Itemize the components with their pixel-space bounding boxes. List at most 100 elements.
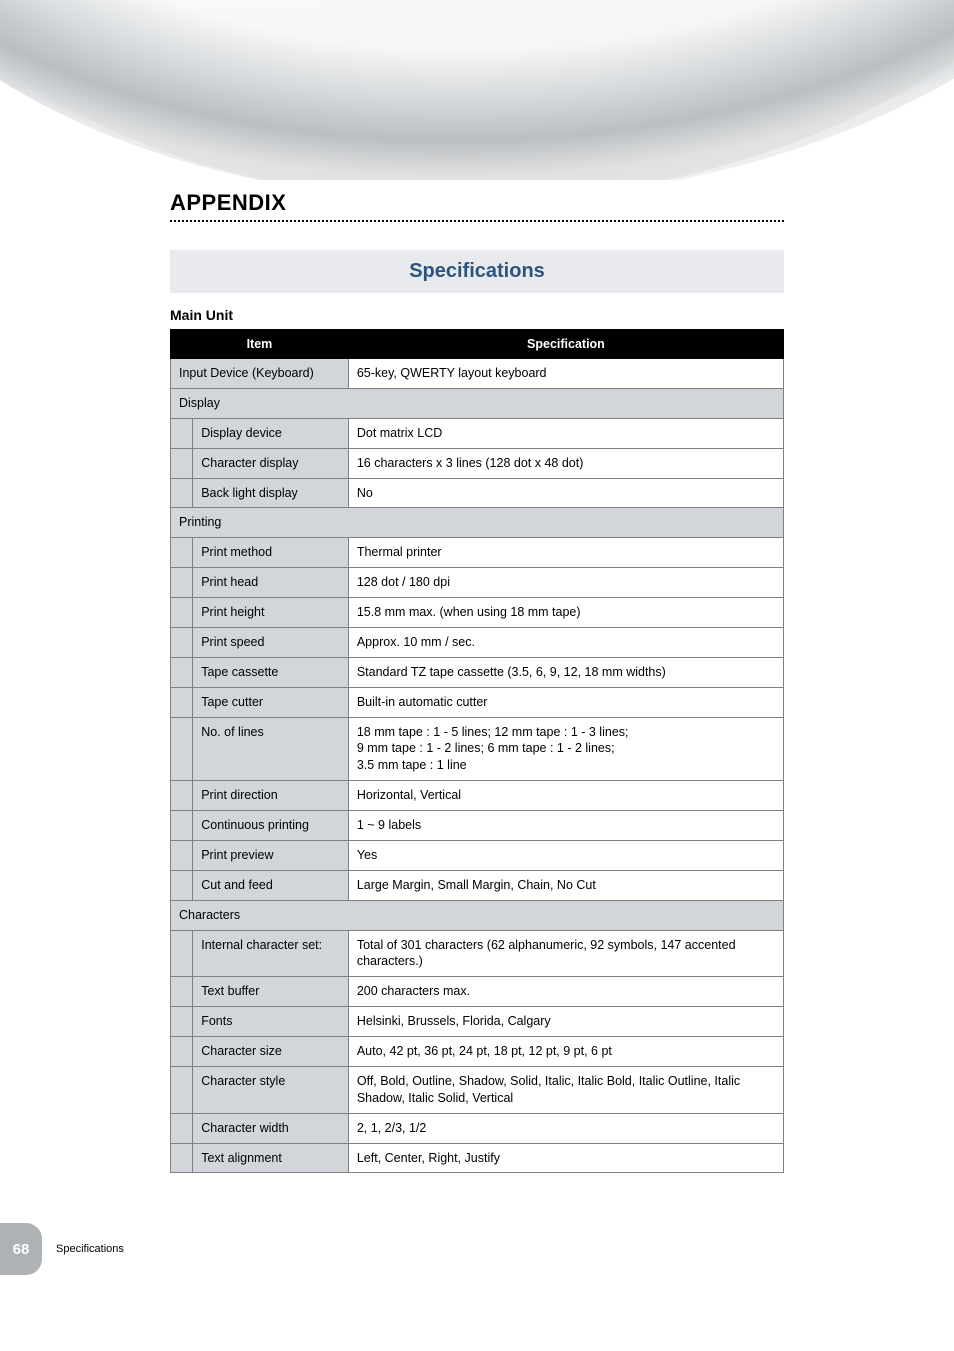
- header-item: Item: [171, 330, 349, 359]
- item-cell: Print preview: [193, 840, 349, 870]
- indent-cell: [171, 1007, 193, 1037]
- table-header-row: Item Specification: [171, 330, 784, 359]
- item-cell: Display device: [193, 418, 349, 448]
- indent-cell: [171, 627, 193, 657]
- indent-cell: [171, 930, 193, 977]
- indent-cell: [171, 811, 193, 841]
- table-row: Continuous printing1 ~ 9 labels: [171, 811, 784, 841]
- page-number-tab: 68: [0, 1223, 42, 1275]
- indent-cell: [171, 598, 193, 628]
- table-row: No. of lines18 mm tape : 1 - 5 lines; 12…: [171, 717, 784, 781]
- table-row: Print directionHorizontal, Vertical: [171, 781, 784, 811]
- item-cell: Print speed: [193, 627, 349, 657]
- table-row: FontsHelsinki, Brussels, Florida, Calgar…: [171, 1007, 784, 1037]
- indent-cell: [171, 870, 193, 900]
- spec-cell: Dot matrix LCD: [348, 418, 783, 448]
- table-row: Display deviceDot matrix LCD: [171, 418, 784, 448]
- spec-cell: 65-key, QWERTY layout keyboard: [348, 359, 783, 389]
- spec-cell: 1 ~ 9 labels: [348, 811, 783, 841]
- table-row: Tape cutterBuilt-in automatic cutter: [171, 687, 784, 717]
- spec-cell: 2, 1, 2/3, 1/2: [348, 1113, 783, 1143]
- table-row: Text buffer200 characters max.: [171, 977, 784, 1007]
- specifications-table: Item Specification Input Device (Keyboar…: [170, 329, 784, 1173]
- spec-cell: 128 dot / 180 dpi: [348, 568, 783, 598]
- indent-cell: [171, 568, 193, 598]
- indent-cell: [171, 1066, 193, 1113]
- spec-cell: Built-in automatic cutter: [348, 687, 783, 717]
- spec-cell: 16 characters x 3 lines (128 dot x 48 do…: [348, 448, 783, 478]
- item-cell: No. of lines: [193, 717, 349, 781]
- section-cell: Characters: [171, 900, 784, 930]
- indent-cell: [171, 657, 193, 687]
- item-cell: Back light display: [193, 478, 349, 508]
- item-cell: Text alignment: [193, 1143, 349, 1173]
- section-heading: Specifications: [409, 260, 545, 282]
- table-row: Print speedApprox. 10 mm / sec.: [171, 627, 784, 657]
- spec-cell: Horizontal, Vertical: [348, 781, 783, 811]
- sub-heading: Main Unit: [170, 307, 784, 323]
- table-row: Print previewYes: [171, 840, 784, 870]
- item-cell: Character style: [193, 1066, 349, 1113]
- item-cell: Internal character set:: [193, 930, 349, 977]
- page-number: 68: [13, 1241, 30, 1258]
- page-footer: 68 Specifications: [0, 1223, 954, 1275]
- table-row: Character sizeAuto, 42 pt, 36 pt, 24 pt,…: [171, 1037, 784, 1067]
- table-row: Character width2, 1, 2/3, 1/2: [171, 1113, 784, 1143]
- spec-cell: 15.8 mm max. (when using 18 mm tape): [348, 598, 783, 628]
- indent-cell: [171, 717, 193, 781]
- item-cell: Print head: [193, 568, 349, 598]
- item-cell: Print height: [193, 598, 349, 628]
- indent-cell: [171, 1143, 193, 1173]
- table-row: Print height15.8 mm max. (when using 18 …: [171, 598, 784, 628]
- item-cell: Character size: [193, 1037, 349, 1067]
- item-cell: Character display: [193, 448, 349, 478]
- section-cell: Display: [171, 388, 784, 418]
- item-cell: Fonts: [193, 1007, 349, 1037]
- appendix-title: APPENDIX: [170, 190, 784, 222]
- spec-cell: Left, Center, Right, Justify: [348, 1143, 783, 1173]
- spec-cell: Off, Bold, Outline, Shadow, Solid, Itali…: [348, 1066, 783, 1113]
- table-row: Print head128 dot / 180 dpi: [171, 568, 784, 598]
- decorative-curve-2: [0, 0, 954, 180]
- item-cell: Print method: [193, 538, 349, 568]
- table-row: Back light displayNo: [171, 478, 784, 508]
- item-cell: Text buffer: [193, 977, 349, 1007]
- indent-cell: [171, 781, 193, 811]
- indent-cell: [171, 840, 193, 870]
- table-row: Tape cassetteStandard TZ tape cassette (…: [171, 657, 784, 687]
- table-row: Internal character set:Total of 301 char…: [171, 930, 784, 977]
- spec-cell: Auto, 42 pt, 36 pt, 24 pt, 18 pt, 12 pt,…: [348, 1037, 783, 1067]
- header-banner: [0, 0, 954, 180]
- table-row: Display: [171, 388, 784, 418]
- section-cell: Printing: [171, 508, 784, 538]
- table-row: Print methodThermal printer: [171, 538, 784, 568]
- spec-cell: Approx. 10 mm / sec.: [348, 627, 783, 657]
- header-spec: Specification: [348, 330, 783, 359]
- table-row: Characters: [171, 900, 784, 930]
- indent-cell: [171, 538, 193, 568]
- item-cell: Cut and feed: [193, 870, 349, 900]
- spec-cell: Standard TZ tape cassette (3.5, 6, 9, 12…: [348, 657, 783, 687]
- spec-cell: Thermal printer: [348, 538, 783, 568]
- table-row: Cut and feedLarge Margin, Small Margin, …: [171, 870, 784, 900]
- spec-cell: Yes: [348, 840, 783, 870]
- spec-cell: No: [348, 478, 783, 508]
- table-row: Text alignmentLeft, Center, Right, Justi…: [171, 1143, 784, 1173]
- indent-cell: [171, 478, 193, 508]
- table-row: Input Device (Keyboard)65-key, QWERTY la…: [171, 359, 784, 389]
- indent-cell: [171, 418, 193, 448]
- spec-cell: 18 mm tape : 1 - 5 lines; 12 mm tape : 1…: [348, 717, 783, 781]
- table-row: Character display16 characters x 3 lines…: [171, 448, 784, 478]
- table-row: Printing: [171, 508, 784, 538]
- spec-cell: 200 characters max.: [348, 977, 783, 1007]
- item-cell: Input Device (Keyboard): [171, 359, 349, 389]
- item-cell: Tape cutter: [193, 687, 349, 717]
- footer-label: Specifications: [56, 1243, 124, 1255]
- spec-cell: Large Margin, Small Margin, Chain, No Cu…: [348, 870, 783, 900]
- indent-cell: [171, 448, 193, 478]
- item-cell: Continuous printing: [193, 811, 349, 841]
- indent-cell: [171, 687, 193, 717]
- indent-cell: [171, 1113, 193, 1143]
- indent-cell: [171, 1037, 193, 1067]
- section-heading-bar: Specifications: [170, 250, 784, 293]
